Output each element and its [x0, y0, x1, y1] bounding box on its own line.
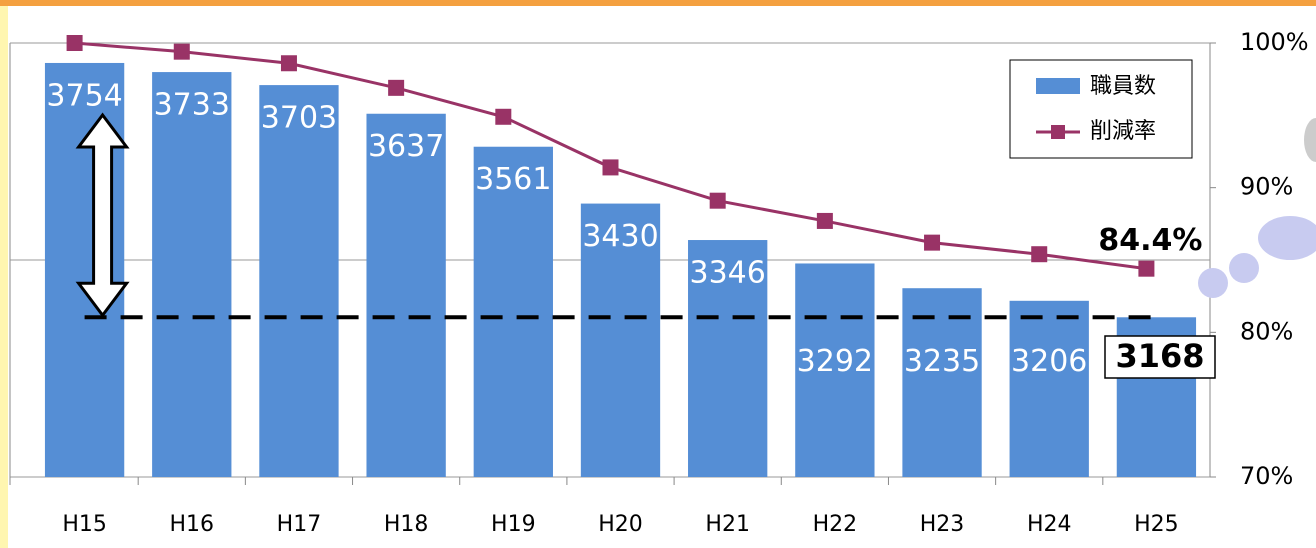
bar [152, 72, 232, 477]
marker [388, 79, 405, 96]
data-label: 3561 [475, 162, 551, 197]
bubble [1258, 216, 1316, 260]
marker [280, 55, 297, 72]
data-label: 3168 [1115, 337, 1204, 375]
legend-swatch [1036, 78, 1080, 94]
x-tick-label: H21 [705, 512, 750, 537]
left-strip [0, 6, 8, 548]
x-tick-label: H17 [277, 512, 322, 537]
x-tick-label: H15 [62, 512, 107, 537]
y2-tick-label: 70% [1240, 462, 1293, 490]
marker [709, 192, 726, 209]
y2-tick-label: 90% [1240, 173, 1293, 201]
y2-tick-label: 100% [1240, 28, 1309, 56]
data-label: 3733 [154, 88, 230, 123]
x-tick-label: H23 [920, 512, 965, 537]
marker [816, 212, 833, 229]
legend-label: 削減率 [1090, 119, 1156, 144]
bar [795, 263, 875, 477]
legend-swatch [1051, 125, 1065, 139]
bar [259, 85, 339, 478]
legend-label: 職員数 [1090, 74, 1156, 99]
decoration [1198, 118, 1316, 298]
bar [473, 146, 553, 477]
marker [1031, 246, 1048, 263]
data-label: 3206 [1011, 344, 1087, 379]
data-label: 3703 [261, 101, 337, 136]
top-border [0, 0, 1316, 6]
legend-box [1009, 59, 1193, 159]
data-label: 3430 [582, 219, 658, 254]
x-tick-label: H22 [813, 512, 858, 537]
bubble [1229, 253, 1259, 283]
bubble [1304, 118, 1316, 162]
bar [1009, 300, 1089, 477]
marker [1138, 260, 1155, 277]
x-tick-label: H20 [598, 512, 643, 537]
x-tick-label: H24 [1027, 512, 1072, 537]
marker [495, 108, 512, 125]
marker [924, 234, 941, 251]
data-label-box [1104, 335, 1216, 379]
bubble [1198, 268, 1228, 298]
marker [66, 35, 83, 51]
bar [366, 113, 446, 477]
marker [173, 43, 190, 60]
data-label: 3346 [690, 256, 766, 291]
x-tick-label: H16 [169, 512, 214, 537]
data-label: 3637 [368, 129, 444, 164]
double-arrow [75, 112, 130, 318]
data-label: 84.4% [1098, 223, 1202, 258]
data-label: 3754 [46, 78, 122, 113]
x-tick-label: H19 [491, 512, 536, 537]
bar [580, 203, 661, 477]
x-tick-label: H18 [384, 512, 429, 537]
x-tick-label: H25 [1134, 512, 1179, 537]
data-label: 3292 [797, 344, 873, 379]
bar [902, 288, 982, 477]
bar [688, 240, 768, 477]
y2-tick-label: 80% [1240, 317, 1293, 345]
marker [602, 159, 619, 176]
data-label: 3235 [904, 344, 980, 379]
